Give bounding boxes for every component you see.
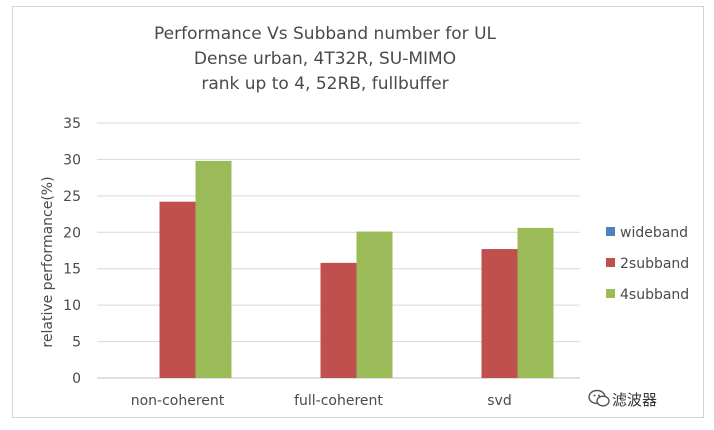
bars <box>159 160 554 378</box>
y-tick-label: 30 <box>63 152 81 168</box>
x-tick-label: non-coherent <box>131 393 225 409</box>
chart-title: Performance Vs Subband number for UL Den… <box>0 22 650 97</box>
bar-4subband-svd <box>517 227 554 378</box>
y-tick-label: 10 <box>63 298 81 314</box>
y-tick-label: 0 <box>72 371 81 387</box>
x-tick-labels: non-coherent full-coherent svd <box>131 393 512 409</box>
y-tick-label: 20 <box>63 225 81 241</box>
legend-swatch-2subband <box>606 258 615 267</box>
y-tick-labels: 0 5 10 15 20 25 30 35 <box>63 116 81 387</box>
legend-swatch-wideband <box>606 227 615 236</box>
bar-2subband-svd <box>481 249 518 378</box>
y-tick-label: 25 <box>63 189 81 205</box>
y-tick-label: 35 <box>63 116 81 132</box>
y-tick-label: 5 <box>72 335 81 351</box>
bar-4subband-non-coherent <box>195 160 232 378</box>
y-tick-label: 15 <box>63 262 81 278</box>
chart-title-line-3: rank up to 4, 52RB, fullbuffer <box>201 74 449 94</box>
bar-2subband-full-coherent <box>320 262 357 378</box>
legend-swatch-4subband <box>606 289 615 298</box>
watermark-text: 滤波器 <box>612 391 658 409</box>
wechat-icon <box>588 389 610 407</box>
y-axis-label: relative performance(%) <box>40 176 56 347</box>
legend-label-2subband: 2subband <box>620 256 689 272</box>
legend-label-wideband: wideband <box>620 225 688 241</box>
x-tick-label: svd <box>487 393 511 409</box>
bar-2subband-non-coherent <box>159 201 196 378</box>
legend-label-4subband: 4subband <box>620 287 689 303</box>
x-tick-label: full-coherent <box>294 393 383 409</box>
bar-4subband-full-coherent <box>356 231 393 378</box>
legend: wideband 2subband 4subband <box>606 225 689 303</box>
chart-title-line-1: Performance Vs Subband number for UL <box>153 24 496 44</box>
chart-title-line-2: Dense urban, 4T32R, SU-MIMO <box>193 49 457 69</box>
